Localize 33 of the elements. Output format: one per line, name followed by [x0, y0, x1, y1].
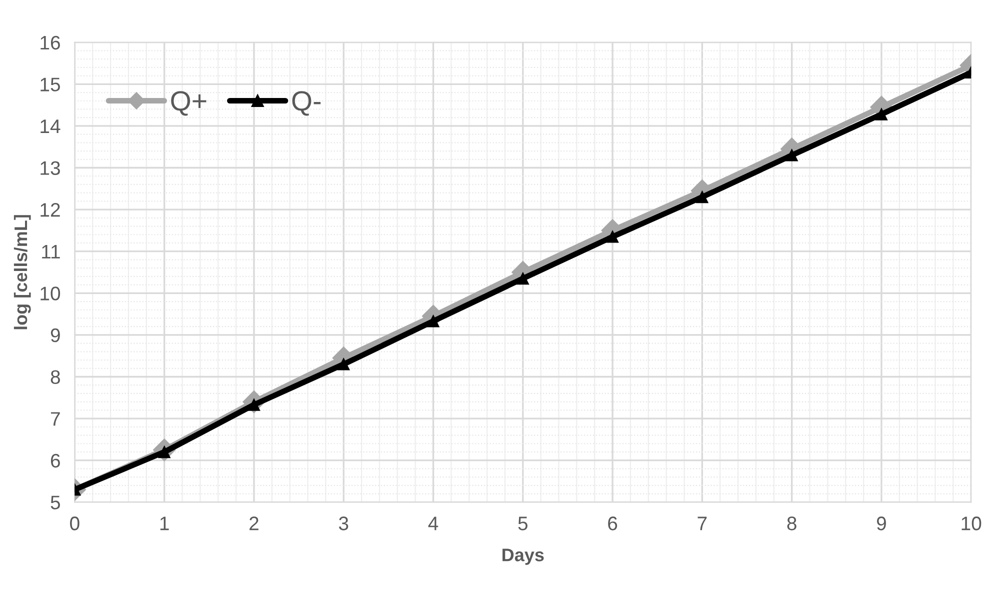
- point: [516, 272, 529, 285]
- x-tick-label: 6: [608, 516, 618, 530]
- y-tick-label: 14: [40, 120, 60, 133]
- x-tick-label: 5: [518, 516, 528, 530]
- y-tick-label: 10: [40, 286, 60, 300]
- legend-label: Q+: [171, 91, 206, 116]
- y-tick-label: 15: [40, 78, 60, 92]
- x-tick-label: 0: [70, 516, 80, 530]
- y-tick-label: 11: [42, 245, 60, 258]
- y-tick-label: 7: [50, 412, 60, 426]
- x-tick-label: 9: [876, 516, 886, 530]
- x-tick-label: 7: [698, 516, 707, 530]
- x-tick-label: 1: [160, 516, 169, 530]
- y-tick-label: 6: [50, 454, 60, 468]
- point: [338, 358, 350, 370]
- y-tick-label: 8: [50, 370, 60, 384]
- point: [696, 190, 708, 204]
- x-tick-label: 8: [787, 516, 796, 530]
- point: [606, 230, 619, 243]
- x-tick-label: 4: [428, 516, 438, 530]
- x-tick-label: 2: [250, 516, 258, 530]
- y-tick-label: 9: [50, 328, 60, 342]
- x-tick-label: 10: [962, 516, 982, 530]
- y-tick-label: 5: [50, 496, 60, 510]
- legend-label: Q-: [292, 91, 321, 116]
- x-axis-title: Days: [502, 548, 544, 565]
- y-tick-label: 16: [40, 36, 60, 50]
- point: [786, 149, 798, 162]
- y-axis-title: log [cells/mL]: [14, 215, 31, 330]
- y-tick-label: 13: [40, 161, 60, 175]
- x-tick-label: 3: [338, 516, 348, 530]
- point: [875, 108, 888, 120]
- y-tick-label: 12: [40, 203, 60, 217]
